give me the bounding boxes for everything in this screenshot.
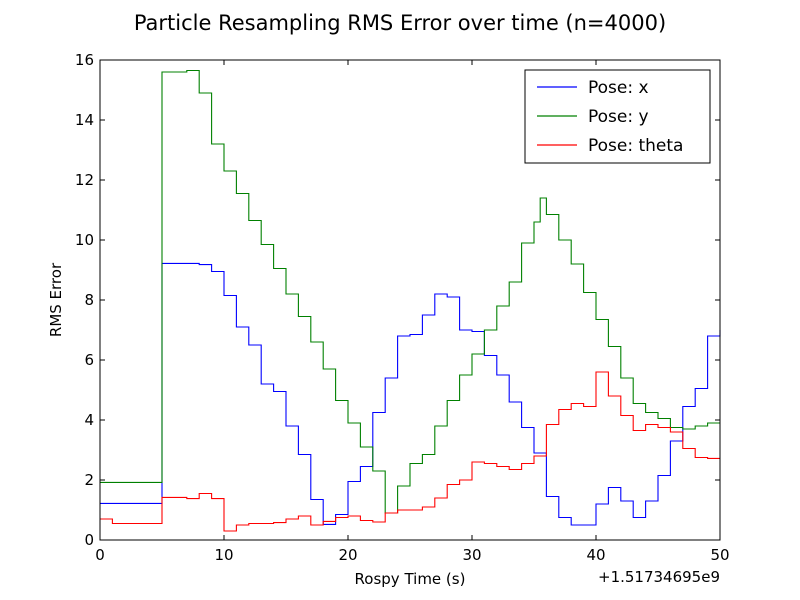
y-tick-label: 2 [84, 471, 94, 489]
x-tick-label: 0 [95, 546, 105, 564]
x-axis-label: Rospy Time (s) [355, 570, 466, 588]
y-tick-label: 16 [75, 51, 94, 69]
series-line-1 [100, 69, 720, 514]
y-tick-label: 12 [75, 171, 94, 189]
y-tick-label: 10 [75, 231, 94, 249]
y-tick-label: 6 [84, 351, 94, 369]
x-tick-label: 40 [586, 546, 605, 564]
ticks-layer: 0 10 20 30 40 50 0 2 4 6 8 10 12 14 16 [75, 51, 730, 564]
y-tick-label: 0 [84, 531, 94, 549]
x-tick-label: 30 [462, 546, 481, 564]
legend: Pose: x Pose: y Pose: theta [524, 69, 711, 164]
x-tick-label: 20 [338, 546, 357, 564]
legend-label: Pose: x [588, 78, 649, 98]
y-tick-label: 14 [75, 111, 94, 129]
series-line-2 [100, 371, 720, 532]
y-axis-label: RMS Error [47, 262, 65, 337]
y-tick-label: 8 [84, 291, 94, 309]
legend-label: Pose: y [588, 107, 649, 127]
y-tick-label: 4 [84, 411, 94, 429]
series-line-0 [100, 262, 721, 526]
x-tick-label: 10 [214, 546, 233, 564]
series-layer [100, 69, 721, 532]
x-tick-label: 50 [710, 546, 729, 564]
legend-label: Pose: theta [588, 136, 683, 156]
chart-title: Particle Resampling RMS Error over time … [134, 11, 666, 35]
x-offset-label: +1.51734695e9 [598, 568, 720, 586]
